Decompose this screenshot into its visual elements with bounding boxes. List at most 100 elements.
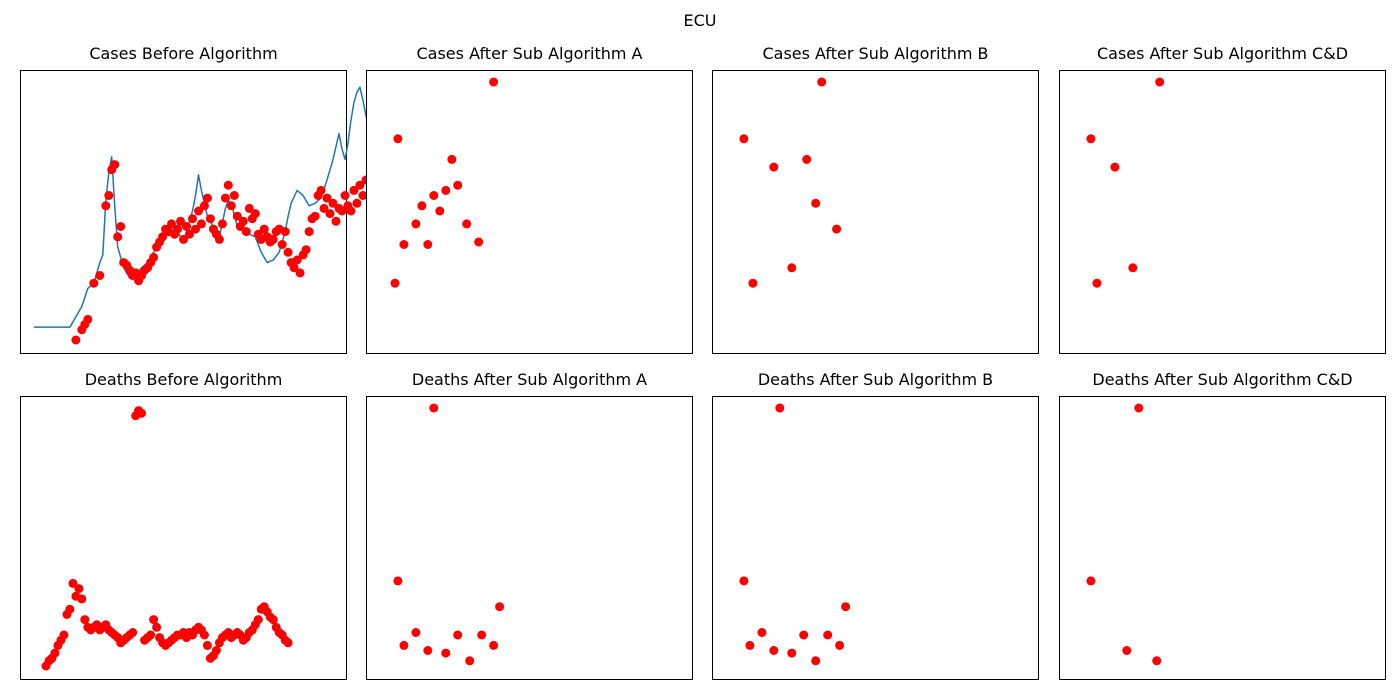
marker-point-11 xyxy=(841,602,851,612)
marker-point-68 xyxy=(283,247,293,257)
marker-point-7 xyxy=(59,630,69,640)
marker-point-10 xyxy=(68,578,78,588)
panel-cases-after-a: Cases After Sub Algorithm A xyxy=(366,44,693,354)
marker-point-72 xyxy=(253,615,263,625)
marker-point-66 xyxy=(277,240,287,249)
plot-area xyxy=(712,396,1039,680)
marker-point-13 xyxy=(474,237,484,247)
plot-area xyxy=(366,396,693,680)
marker-point-32 xyxy=(176,216,185,226)
axes-frame xyxy=(712,396,1039,680)
marker-point-80 xyxy=(319,203,329,213)
marker-point-6 xyxy=(811,198,821,208)
marker-point-84 xyxy=(331,216,341,226)
marker-point-1 xyxy=(739,576,749,586)
marker-point-2 xyxy=(1122,646,1132,655)
marker-point-2 xyxy=(399,640,409,650)
panel-title: Deaths Before Algorithm xyxy=(84,370,283,389)
marker-point-13 xyxy=(77,594,87,604)
marker-point-9 xyxy=(441,185,451,195)
marker-point-8 xyxy=(811,656,821,666)
marker-point-5 xyxy=(1155,77,1165,87)
marker-point-58 xyxy=(211,646,221,655)
marker-point-89 xyxy=(346,206,356,216)
marker-point-70 xyxy=(289,263,299,273)
marker-point-4 xyxy=(83,314,93,324)
marker-point-60 xyxy=(259,224,269,234)
panel-title: Deaths After Sub Algorithm B xyxy=(757,370,994,389)
marker-point-6 xyxy=(787,648,797,658)
marker-point-31 xyxy=(173,224,182,234)
panel-title: Cases After Sub Algorithm C&D xyxy=(1096,44,1349,63)
marker-point-12 xyxy=(116,222,126,231)
marker-point-1 xyxy=(1086,134,1096,144)
marker-point-51 xyxy=(232,211,242,221)
marker-point-82 xyxy=(325,209,335,219)
marker-point-3 xyxy=(1134,403,1144,413)
marker-point-4 xyxy=(1152,656,1162,666)
marker-point-6 xyxy=(423,240,433,249)
marker-point-8 xyxy=(832,224,842,234)
marker-point-53 xyxy=(238,216,248,226)
marker-point-8 xyxy=(465,656,475,666)
marker-point-5 xyxy=(429,403,439,413)
marker-point-11 xyxy=(453,180,463,190)
marker-point-71 xyxy=(292,255,302,265)
panel-deaths-after-cd: Deaths After Sub Algorithm C&D xyxy=(1059,370,1386,680)
marker-point-3 xyxy=(769,162,779,172)
marker-point-37 xyxy=(191,224,200,234)
marker-point-91 xyxy=(352,198,362,208)
axes-frame xyxy=(366,70,693,354)
marker-point-36 xyxy=(188,214,197,224)
marker-point-33 xyxy=(179,234,188,244)
marker-point-10 xyxy=(489,640,499,650)
marker-point-38 xyxy=(152,622,162,632)
marker-point-7 xyxy=(101,201,111,211)
marker-point-4 xyxy=(769,646,779,655)
marker-point-47 xyxy=(220,193,230,203)
axes-frame xyxy=(20,70,347,354)
marker-group xyxy=(739,403,851,666)
marker-point-45 xyxy=(214,234,224,244)
marker-point-12 xyxy=(462,219,472,229)
marker-point-55 xyxy=(202,640,212,650)
marker-point-6 xyxy=(95,271,105,280)
marker-point-49 xyxy=(226,201,236,211)
panel-cases-before: Cases Before Algorithm xyxy=(20,44,478,354)
axes-frame xyxy=(366,396,693,680)
marker-group xyxy=(390,77,499,288)
marker-point-1 xyxy=(739,134,749,144)
marker-point-72 xyxy=(295,268,305,278)
marker-point-83 xyxy=(328,198,338,208)
marker-point-30 xyxy=(128,628,138,637)
panel-cases-after-cd: Cases After Sub Algorithm C&D xyxy=(1059,44,1386,354)
plot-area xyxy=(712,70,1039,354)
marker-point-79 xyxy=(316,185,326,195)
plot-area xyxy=(1059,70,1386,354)
marker-point-11 xyxy=(113,232,123,242)
marker-point-63 xyxy=(268,234,278,244)
marker-point-4 xyxy=(1128,263,1138,273)
panel-deaths-after-b: Deaths After Sub Algorithm B xyxy=(712,370,1039,680)
panel-cases-after-b: Cases After Sub Algorithm B xyxy=(712,44,1039,354)
marker-point-4 xyxy=(50,648,60,658)
marker-point-1 xyxy=(1086,576,1096,586)
marker-point-4 xyxy=(423,646,433,655)
marker-point-7 xyxy=(799,630,809,640)
marker-point-9 xyxy=(477,630,487,640)
panel-deaths-after-a: Deaths After Sub Algorithm A xyxy=(366,370,693,680)
marker-point-14 xyxy=(489,77,499,87)
marker-point-87 xyxy=(340,191,350,200)
marker-point-14 xyxy=(80,615,90,625)
plot-area xyxy=(20,70,478,354)
marker-point-67 xyxy=(280,227,290,237)
marker-group xyxy=(1086,403,1162,666)
marker-point-81 xyxy=(322,193,332,203)
marker-point-1 xyxy=(390,278,400,288)
marker-point-74 xyxy=(301,245,311,255)
marker-point-1 xyxy=(393,576,403,586)
marker-point-11 xyxy=(495,602,505,612)
marker-point-46 xyxy=(217,219,227,229)
plot-area xyxy=(366,70,693,354)
